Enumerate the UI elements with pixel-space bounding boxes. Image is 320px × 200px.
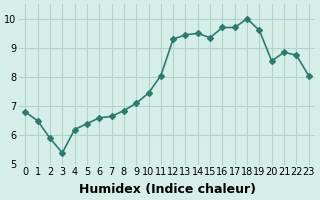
X-axis label: Humidex (Indice chaleur): Humidex (Indice chaleur): [78, 183, 255, 196]
